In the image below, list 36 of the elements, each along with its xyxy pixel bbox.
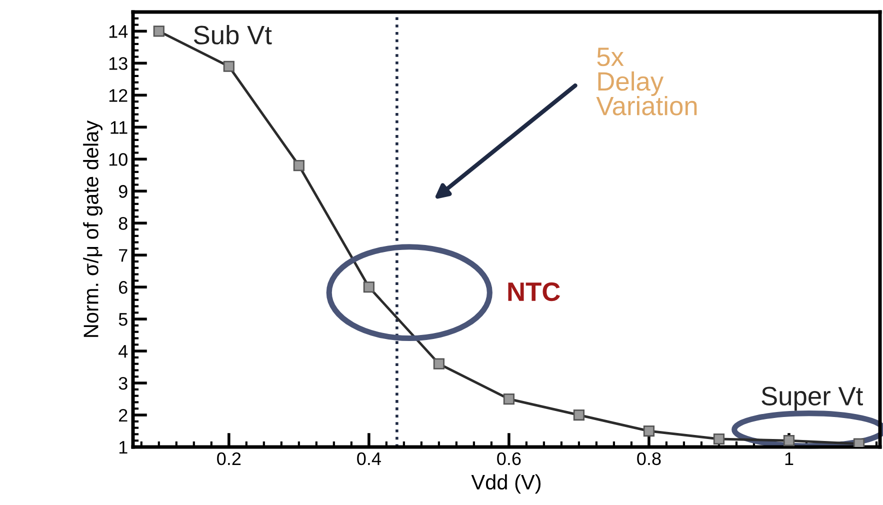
point <box>643 425 655 437</box>
y-tick-label: 7 <box>119 249 128 262</box>
x-tick-label: 0.2 <box>217 452 241 466</box>
annotation: 5x Delay Variation <box>596 48 697 116</box>
y-tick-label: 6 <box>119 281 128 294</box>
annotation: Sub Vt <box>194 25 272 44</box>
point <box>293 160 304 172</box>
annotation: Super Vt <box>762 386 863 411</box>
y-tick-label: 3 <box>118 376 128 390</box>
y-tick-label: 4 <box>118 345 128 358</box>
point <box>573 409 585 421</box>
point <box>853 438 865 447</box>
y-tick-label: 13 <box>109 57 128 70</box>
point <box>433 358 444 370</box>
point <box>363 282 374 293</box>
x-tick-label: 0.4 <box>357 452 381 466</box>
y-tick-label: 2 <box>119 408 128 422</box>
x-tick-label: 0.6 <box>497 452 521 466</box>
y-tick-label: 8 <box>118 217 128 230</box>
x-tick-label: 1 <box>785 452 794 465</box>
annotation: NTC <box>508 282 560 302</box>
y-tick-label: 1 <box>119 441 128 454</box>
y-axis-title: Norm. σ/μ of gate delay <box>83 120 102 337</box>
x-tick-label: 0.8 <box>637 452 661 466</box>
point <box>713 433 725 445</box>
point <box>153 26 164 37</box>
x-axis-title: Vdd (V) <box>471 474 541 494</box>
y-tick-label: 10 <box>109 153 128 166</box>
y-tick-label: 11 <box>110 121 128 134</box>
point <box>223 60 234 72</box>
point <box>783 435 795 446</box>
y-tick-label: 14 <box>109 25 128 38</box>
y-tick-label: 12 <box>109 89 128 102</box>
y-tick-label: 5 <box>118 313 128 326</box>
point <box>503 393 515 405</box>
y-tick-label: 9 <box>118 185 128 198</box>
